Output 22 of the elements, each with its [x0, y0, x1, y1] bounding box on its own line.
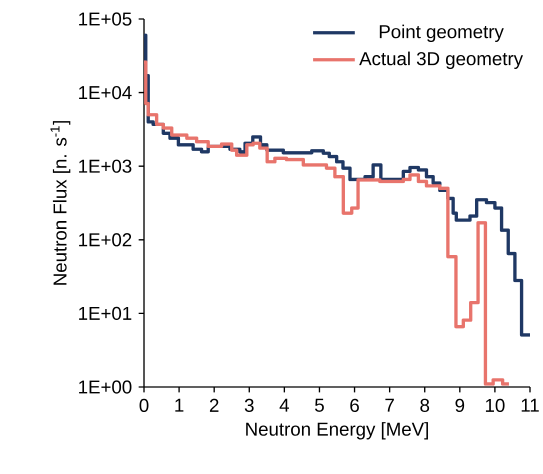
y-tick-label: 1E+05: [79, 12, 132, 26]
x-tick-label: 0: [140, 398, 148, 412]
y-axis-title: Neutron Flux [n. s$^{-1}$]: [50, 121, 70, 285]
x-tick-label: 5: [315, 398, 324, 412]
y-tick-label: 1E+01: [79, 306, 132, 320]
x-tick-label: 7: [385, 398, 394, 412]
x-tick-label: 10: [486, 398, 505, 412]
y-tick-label: 1E+00: [79, 380, 132, 394]
x-tick-label: 9: [456, 398, 464, 412]
x-tick-label: 6: [350, 398, 359, 412]
y-tick-label: 1E+02: [79, 233, 132, 246]
y-tick-label: 1E+04: [79, 86, 132, 100]
legend-label: Point geometry: [380, 24, 504, 42]
x-tick-label: 11: [522, 398, 539, 412]
x-axis-title: Neutron Energy [MeV]: [246, 422, 428, 440]
x-tick-label: 2: [210, 398, 218, 412]
x-tick-label: 8: [420, 398, 430, 412]
x-tick-label: 3: [244, 398, 254, 412]
x-tick-label: 1: [175, 398, 184, 412]
legend-label: Actual 3D geometry: [359, 52, 523, 69]
y-tick-label: 1E+03: [79, 160, 132, 173]
x-tick-label: 4: [280, 398, 289, 412]
